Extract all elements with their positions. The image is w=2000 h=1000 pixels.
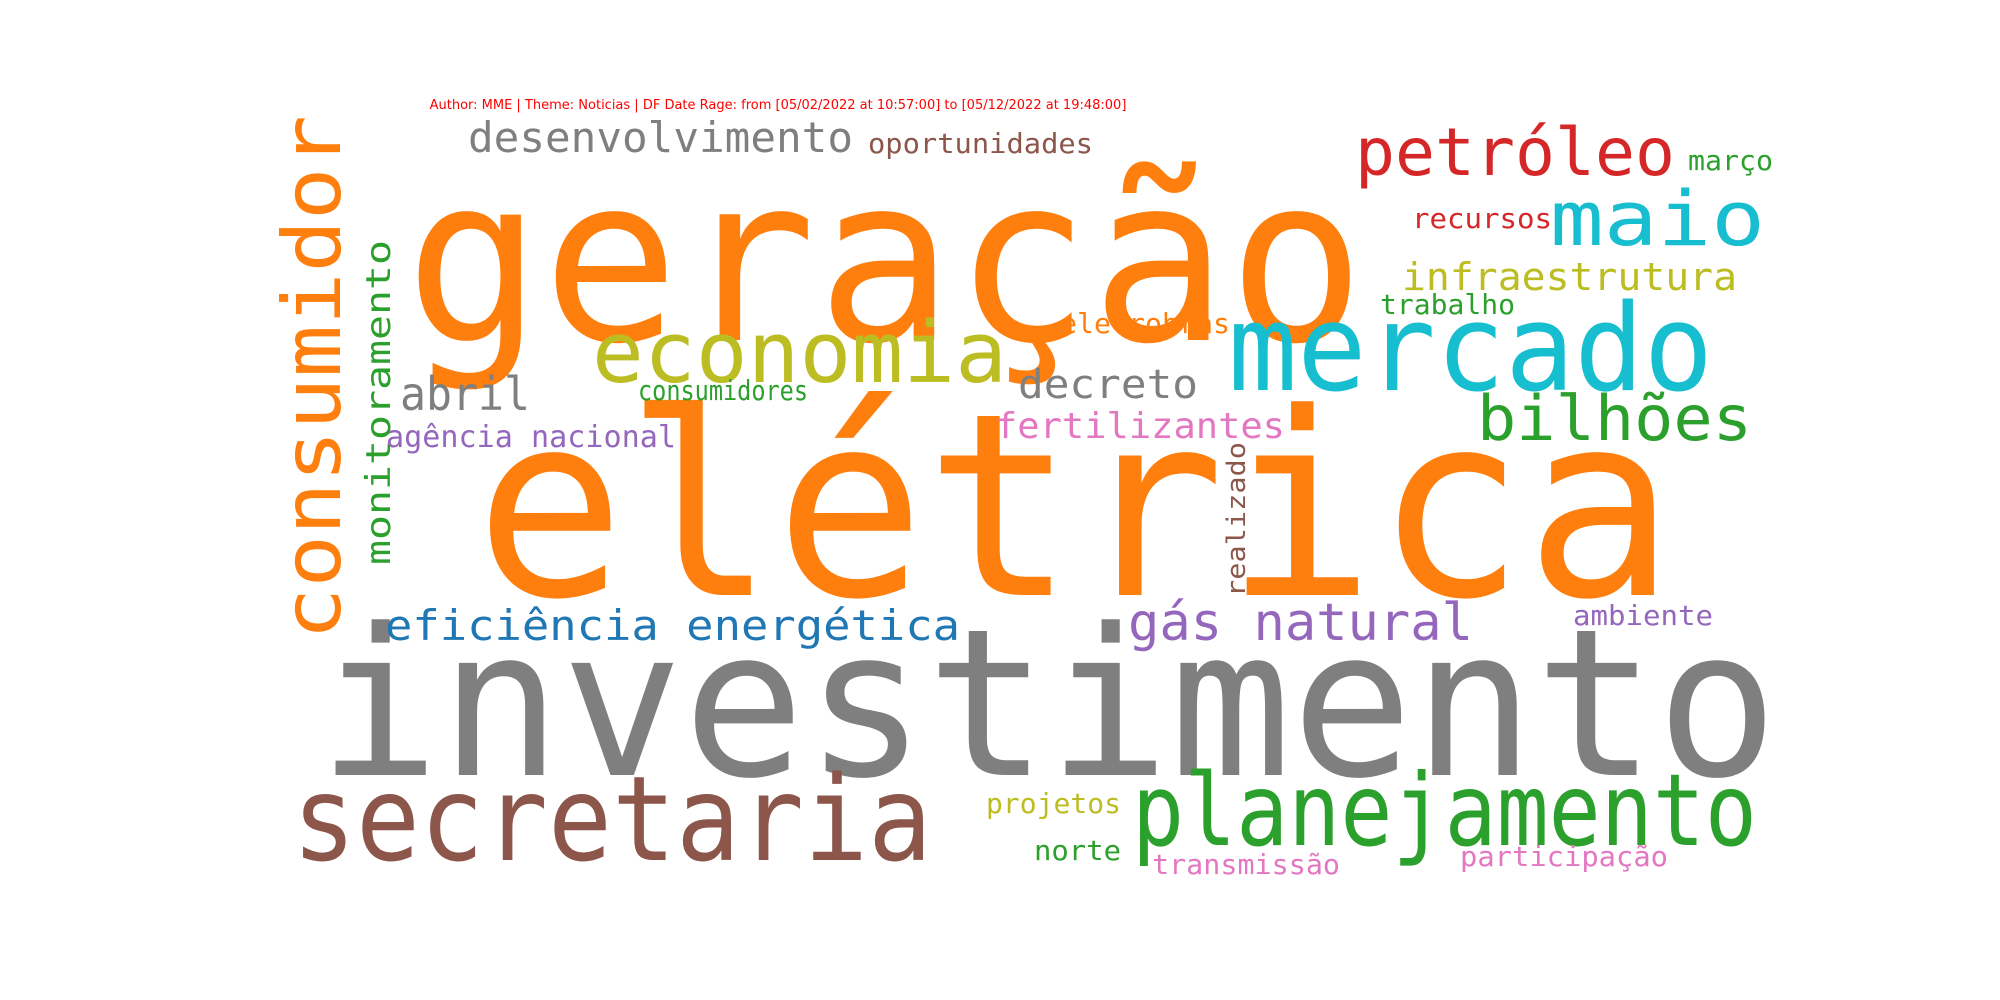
word-transmissao: transmissão xyxy=(1152,848,1340,881)
word-planejamento: planejamento xyxy=(1132,752,1757,869)
word-gas-natural: gás natural xyxy=(1128,593,1473,653)
word-fertilizantes: fertilizantes xyxy=(995,406,1285,447)
word-eletrobras: eletrobras xyxy=(1060,307,1230,340)
word-eficiencia-energetica: eficiência energética xyxy=(385,601,960,650)
word-bilhoes: bilhões xyxy=(1477,382,1752,455)
word-recursos: recursos xyxy=(1412,202,1552,235)
word-investimento: investimento xyxy=(318,586,1778,824)
word-norte: norte xyxy=(1034,834,1121,867)
word-oportunidades: oportunidades xyxy=(868,127,1093,160)
word-projetos: projetos xyxy=(986,787,1121,820)
word-desenvolvimento: desenvolvimento xyxy=(468,113,853,162)
word-mercado: mercado xyxy=(1228,280,1713,419)
word-abril: abril xyxy=(400,367,530,421)
word-infraestrutura: infraestrutura xyxy=(1402,255,1737,299)
word-consumidores: consumidores xyxy=(638,374,808,407)
word-decreto: decreto xyxy=(1018,362,1198,408)
word-maio: maio xyxy=(1550,174,1765,263)
chart-caption: Author: MME | Theme: Noticias | DF Date … xyxy=(429,98,1127,113)
word-consumidor: consumidor xyxy=(266,115,359,640)
word-economia: economia xyxy=(592,304,1007,403)
word-trabalho: trabalho xyxy=(1380,288,1515,321)
word-secretaria: secretaria xyxy=(292,750,932,888)
word-agencia-nacional: agência nacional xyxy=(386,420,676,455)
word-monitoramento: monitoramento xyxy=(359,240,399,565)
word-marco: março xyxy=(1688,144,1773,177)
word-realizado: realizado xyxy=(1222,442,1252,597)
word-ambiente: ambiente xyxy=(1573,599,1713,632)
word-participacao: participação xyxy=(1460,840,1668,873)
word-petroleo: petróleo xyxy=(1355,114,1675,191)
word-eletrica: elétrica xyxy=(475,359,1675,656)
word-geracao: geração xyxy=(405,128,1365,395)
